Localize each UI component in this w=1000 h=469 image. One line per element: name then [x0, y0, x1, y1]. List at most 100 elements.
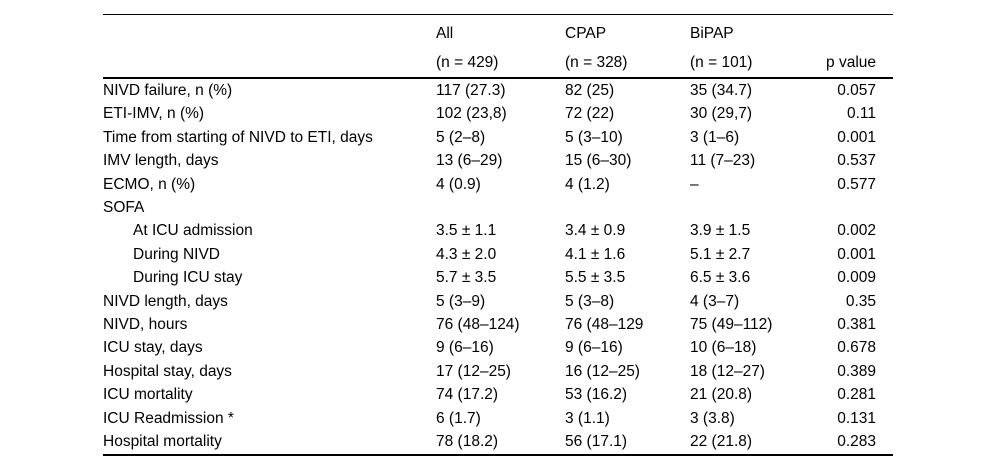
- cell-all: 78 (18.2): [436, 433, 499, 451]
- cell-cpap: 82 (25): [565, 82, 615, 99]
- cell-cpap: 53 (16.2): [565, 386, 628, 404]
- cell-all: 6 (1.7): [436, 409, 481, 427]
- table-body: NIVD failure, n (%) 117 (27.3) 82 (25) 3…: [103, 78, 893, 455]
- table-row-icu-mortality: ICU mortality 74 (17.2) 53 (16.2) 21 (20…: [103, 383, 893, 406]
- row-label: ICU mortality: [103, 386, 193, 404]
- header-all-n: (n = 429): [436, 54, 499, 71]
- row-label: ECMO, n (%): [103, 175, 196, 193]
- cell-pvalue: 0.057: [837, 82, 876, 99]
- header-all-name: All: [436, 25, 454, 42]
- cell-cpap: 16 (12–25): [565, 362, 640, 380]
- table-row-eti-imv: ETI-IMV, n (%) 102 (23,8) 72 (22) 30 (29…: [103, 102, 893, 125]
- header-label-line1: [103, 19, 436, 48]
- cell-all: 74 (17.2): [436, 386, 499, 404]
- cell-all: 5.7 ± 3.5: [436, 269, 497, 287]
- cell-all: 5 (2–8): [436, 128, 486, 146]
- cell-bipap: –: [690, 175, 699, 193]
- cell-cpap: 4.1 ± 1.6: [565, 245, 626, 263]
- cell-pvalue: 0.537: [837, 152, 876, 170]
- header-col-bipap: BiPAP (n = 101): [690, 14, 800, 79]
- cell-cpap: 5.5 ± 3.5: [565, 269, 626, 287]
- cell-pvalue: 0.281: [837, 386, 876, 404]
- cell-cpap: 15 (6–30): [565, 152, 632, 170]
- cell-bipap: 75 (49–112): [690, 316, 773, 334]
- header-col-cpap: CPAP (n = 328): [565, 14, 690, 79]
- cell-all: 102 (23,8): [436, 105, 507, 123]
- table-row-imv-length: IMV length, days 13 (6–29) 15 (6–30) 11 …: [103, 149, 893, 172]
- cell-bipap: [690, 196, 800, 219]
- table-row-nivd-failure: NIVD failure, n (%) 117 (27.3) 82 (25) 3…: [103, 78, 893, 102]
- cell-cpap: 56 (17.1): [565, 433, 628, 451]
- cell-pvalue: 0.678: [837, 339, 876, 357]
- cell-bipap: 18 (12–27): [690, 362, 765, 380]
- cell-pvalue: 0.35: [845, 292, 876, 310]
- cell-bipap: 21 (20.8): [690, 386, 753, 404]
- row-label: IMV length, days: [103, 152, 219, 170]
- cell-cpap: 5 (3–10): [565, 128, 623, 146]
- cell-pvalue: 0.009: [837, 269, 876, 287]
- cell-cpap: 72 (22): [565, 105, 615, 123]
- row-label: During ICU stay: [133, 269, 243, 287]
- table-row-sofa-group: SOFA: [103, 196, 893, 219]
- cell-all: 76 (48–124): [436, 316, 520, 334]
- header-pvalue-label: p value: [826, 54, 876, 71]
- cell-pvalue: 0.381: [837, 316, 876, 334]
- table-row-sofa-during-nivd: During NIVD 4.3 ± 2.0 4.1 ± 1.6 5.1 ± 2.…: [103, 243, 893, 266]
- cell-cpap: 76 (48–129: [565, 316, 644, 334]
- header-cpap-name: CPAP: [565, 25, 607, 42]
- cell-bipap: 6.5 ± 3.6: [690, 269, 751, 287]
- row-label: Hospital mortality: [103, 433, 222, 451]
- header-bipap-n: (n = 101): [690, 54, 753, 71]
- cell-all: 17 (12–25): [436, 362, 511, 380]
- row-label: SOFA: [103, 199, 145, 217]
- header-label-column: [103, 14, 436, 79]
- cell-all: [436, 196, 565, 219]
- header-pvalue-line1: [800, 19, 876, 48]
- cell-pvalue: 0.11: [846, 105, 876, 123]
- row-label: ICU Readmission *: [103, 409, 234, 427]
- cell-bipap: 4 (3–7): [690, 292, 740, 310]
- cell-cpap: 3.4 ± 0.9: [565, 222, 626, 240]
- header-bipap-name: BiPAP: [690, 25, 734, 42]
- cell-pvalue: 0.283: [837, 433, 876, 451]
- cell-pvalue: 0.389: [837, 362, 876, 380]
- table-row-nivd-hours: NIVD, hours 76 (48–124) 76 (48–129 75 (4…: [103, 313, 893, 336]
- cell-cpap: [565, 196, 690, 219]
- row-label: During NIVD: [133, 245, 220, 263]
- row-label: Hospital stay, days: [103, 362, 232, 380]
- cell-bipap: 35 (34.7): [690, 82, 753, 99]
- cell-pvalue: 0.002: [837, 222, 876, 240]
- clinical-outcomes-table: All (n = 429) CPAP (n = 328) BiPAP (n = …: [103, 14, 893, 456]
- table-header: All (n = 429) CPAP (n = 328) BiPAP (n = …: [103, 14, 893, 79]
- cell-all: 4 (0.9): [436, 175, 481, 193]
- cell-pvalue: 0.001: [837, 245, 876, 263]
- cell-bipap: 3 (1–6): [690, 128, 740, 146]
- cell-cpap: 9 (6–16): [565, 339, 623, 357]
- cell-pvalue: 0.131: [837, 409, 876, 427]
- header-row: All (n = 429) CPAP (n = 328) BiPAP (n = …: [103, 14, 893, 79]
- row-label: ETI-IMV, n (%): [103, 105, 205, 123]
- row-label: NIVD length, days: [103, 292, 228, 310]
- table-row-icu-readmission: ICU Readmission * 6 (1.7) 3 (1.1) 3 (3.8…: [103, 407, 893, 430]
- cell-cpap: 5 (3–8): [565, 292, 615, 310]
- row-label: ICU stay, days: [103, 339, 203, 357]
- cell-bipap: 10 (6–18): [690, 339, 757, 357]
- row-label: At ICU admission: [133, 222, 253, 240]
- cell-all: 3.5 ± 1.1: [436, 222, 497, 240]
- cell-cpap: 4 (1.2): [565, 175, 610, 193]
- row-label: NIVD, hours: [103, 316, 188, 334]
- cell-bipap: 22 (21.8): [690, 433, 753, 451]
- cell-bipap: 11 (7–23): [690, 152, 756, 170]
- cell-pvalue: 0.577: [837, 175, 876, 193]
- table-row-ecmo: ECMO, n (%) 4 (0.9) 4 (1.2) – 0.577: [103, 173, 893, 196]
- row-label: Time from starting of NIVD to ETI, days: [103, 128, 373, 146]
- header-cpap-n: (n = 328): [565, 54, 628, 71]
- header-col-all: All (n = 429): [436, 14, 565, 79]
- cell-pvalue: [800, 196, 893, 219]
- cell-all: 5 (3–9): [436, 292, 486, 310]
- cell-cpap: 3 (1.1): [565, 409, 610, 427]
- table-row-nivd-length: NIVD length, days 5 (3–9) 5 (3–8) 4 (3–7…: [103, 290, 893, 313]
- cell-all: 13 (6–29): [436, 152, 503, 170]
- header-label-line2: [103, 48, 436, 77]
- table-row-icu-stay: ICU stay, days 9 (6–16) 9 (6–16) 10 (6–1…: [103, 336, 893, 359]
